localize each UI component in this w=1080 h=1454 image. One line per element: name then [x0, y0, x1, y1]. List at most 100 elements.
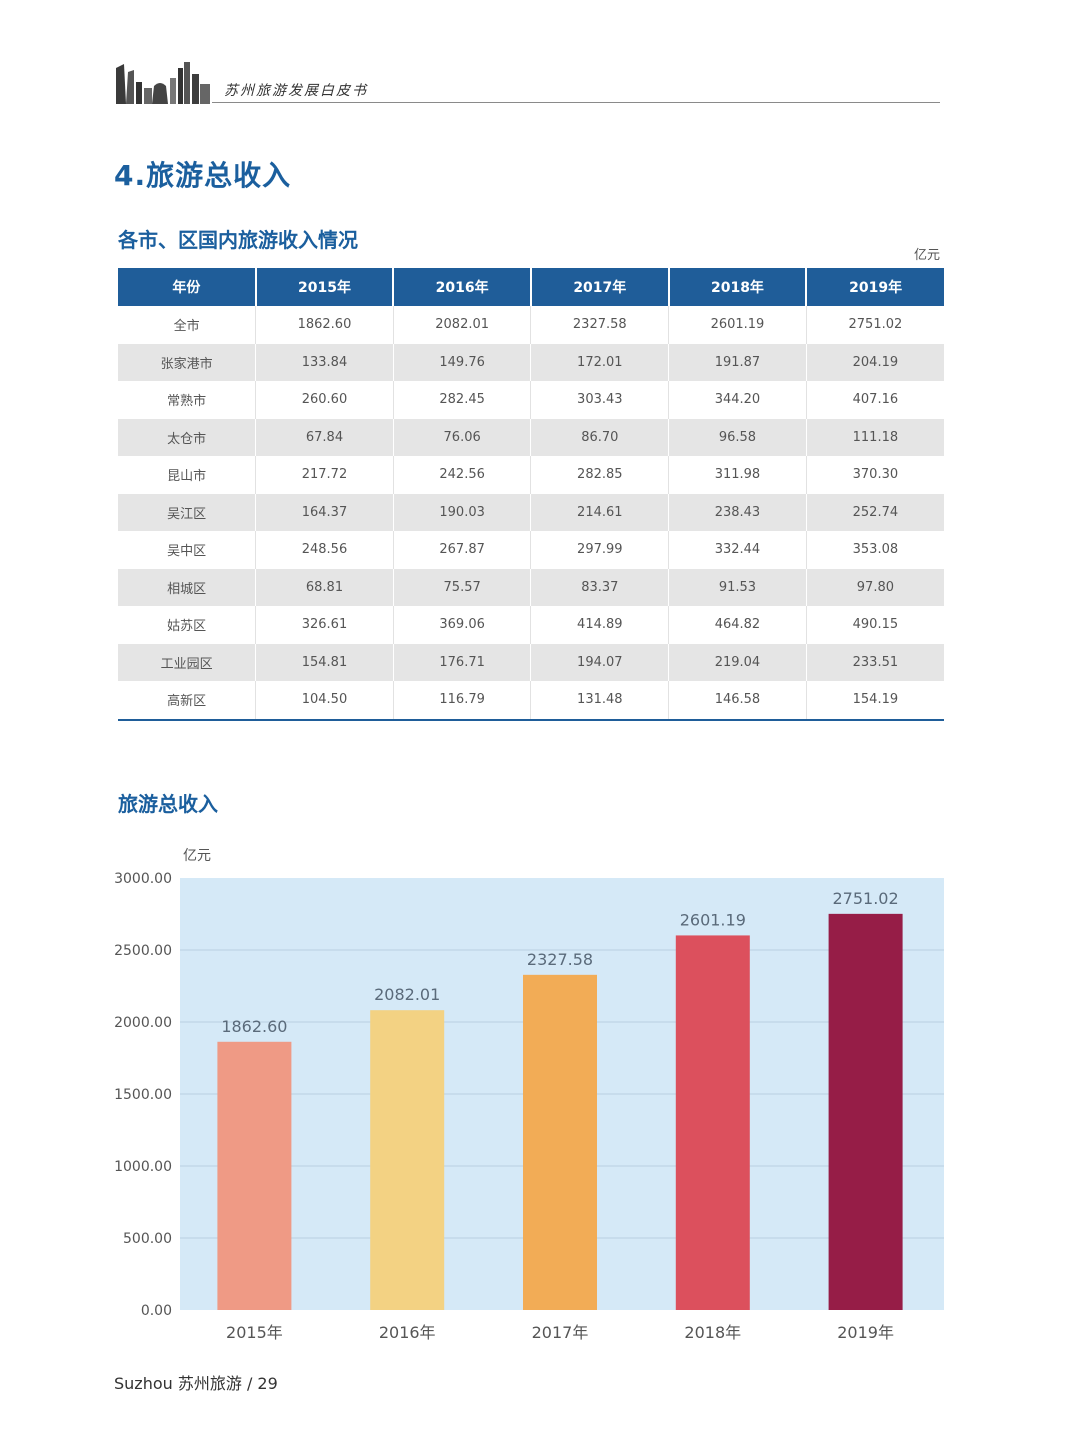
- value-cell: 172.01: [530, 343, 669, 381]
- table-row: 太仓市 67.84 76.06 86.70 96.58 111.18: [118, 418, 944, 456]
- bar-value-label: 2327.58: [527, 950, 593, 969]
- chart-title: 旅游总收入: [118, 792, 218, 816]
- value-cell: 2751.02: [805, 306, 944, 344]
- page-header: 苏州旅游发展白皮书: [114, 58, 940, 106]
- region-cell: 吴江区: [118, 493, 256, 531]
- x-tick-label: 2016年: [379, 1323, 436, 1342]
- value-cell: 86.70: [530, 418, 669, 456]
- value-cell: 282.45: [392, 381, 531, 419]
- column-header: 2019年: [805, 268, 944, 306]
- table-row: 姑苏区 326.61 369.06 414.89 464.82 490.15: [118, 606, 944, 644]
- value-cell: 311.98: [668, 456, 807, 494]
- x-tick-label: 2017年: [532, 1323, 589, 1342]
- y-tick-label: 1000.00: [114, 1159, 172, 1175]
- value-cell: 2601.19: [668, 306, 807, 344]
- column-header: 年份: [118, 268, 256, 306]
- value-cell: 76.06: [392, 418, 531, 456]
- table-row: 常熟市 260.60 282.45 303.43 344.20 407.16: [118, 381, 944, 419]
- y-tick-label: 2000.00: [114, 1015, 172, 1031]
- value-cell: 104.50: [255, 681, 394, 720]
- value-cell: 68.81: [255, 568, 394, 606]
- x-tick-label: 2019年: [837, 1323, 894, 1342]
- table-row: 吴江区 164.37 190.03 214.61 238.43 252.74: [118, 493, 944, 531]
- value-cell: 97.80: [805, 568, 944, 606]
- value-cell: 407.16: [805, 381, 944, 419]
- y-tick-label: 500.00: [123, 1231, 172, 1247]
- bar: [828, 913, 903, 1310]
- value-cell: 191.87: [668, 343, 807, 381]
- value-cell: 154.19: [805, 681, 944, 720]
- value-cell: 111.18: [805, 418, 944, 456]
- value-cell: 133.84: [255, 343, 394, 381]
- value-cell: 2082.01: [392, 306, 531, 344]
- table-row: 相城区 68.81 75.57 83.37 91.53 97.80: [118, 568, 944, 606]
- value-cell: 369.06: [392, 606, 531, 644]
- value-cell: 146.58: [668, 681, 807, 720]
- region-cell: 太仓市: [118, 418, 256, 456]
- value-cell: 2327.58: [530, 306, 669, 344]
- value-cell: 233.51: [805, 643, 944, 681]
- value-cell: 248.56: [255, 531, 394, 569]
- value-cell: 204.19: [805, 343, 944, 381]
- table-row: 全市 1862.60 2082.01 2327.58 2601.19 2751.02: [118, 306, 944, 344]
- table-unit: 亿元: [914, 248, 941, 263]
- value-cell: 370.30: [805, 456, 944, 494]
- value-cell: 96.58: [668, 418, 807, 456]
- region-cell: 工业园区: [118, 643, 256, 681]
- value-cell: 164.37: [255, 493, 394, 531]
- region-cell: 张家港市: [118, 343, 256, 381]
- table-row: 高新区 104.50 116.79 131.48 146.58 154.19: [118, 681, 944, 720]
- skyline-logo: [116, 62, 210, 104]
- value-cell: 219.04: [668, 643, 807, 681]
- table-row: 工业园区 154.81 176.71 194.07 219.04 233.51: [118, 643, 944, 681]
- value-cell: 194.07: [530, 643, 669, 681]
- value-cell: 190.03: [392, 493, 531, 531]
- table-row: 昆山市 217.72 242.56 282.85 311.98 370.30: [118, 456, 944, 494]
- value-cell: 176.71: [392, 643, 531, 681]
- region-cell: 姑苏区: [118, 606, 256, 644]
- header-divider: [212, 102, 940, 103]
- revenue-bar-chart: 亿元 0.00 500.00 1000.00 1500.00 2000.00 2500.00…: [114, 848, 944, 1342]
- region-cell: 吴中区: [118, 531, 256, 569]
- column-header: 2016年: [392, 268, 531, 306]
- table-header-row: 年份 2015年 2016年 2017年 2018年 2019年: [118, 268, 944, 306]
- y-tick-label: 2500.00: [114, 943, 172, 959]
- value-cell: 267.87: [392, 531, 531, 569]
- section-title: 4.旅游总收入: [114, 159, 292, 192]
- value-cell: 297.99: [530, 531, 669, 569]
- region-cell: 常熟市: [118, 381, 256, 419]
- bar-value-label: 2082.01: [374, 985, 440, 1004]
- value-cell: 75.57: [392, 568, 531, 606]
- value-cell: 464.82: [668, 606, 807, 644]
- value-cell: 91.53: [668, 568, 807, 606]
- value-cell: 252.74: [805, 493, 944, 531]
- y-tick-label: 1500.00: [114, 1087, 172, 1103]
- x-tick-label: 2015年: [226, 1323, 283, 1342]
- value-cell: 326.61: [255, 606, 394, 644]
- page-footer: Suzhou 苏州旅游 / 29: [114, 1374, 278, 1393]
- bar-value-label: 2601.19: [680, 910, 746, 929]
- bar: [370, 1010, 445, 1310]
- y-tick-label: 0.00: [141, 1303, 172, 1319]
- column-header: 2015年: [254, 268, 394, 306]
- column-header: 2017年: [529, 268, 669, 306]
- bar: [675, 935, 750, 1310]
- value-cell: 83.37: [530, 568, 669, 606]
- y-tick-label: 3000.00: [114, 871, 172, 887]
- region-cell: 昆山市: [118, 456, 256, 494]
- value-cell: 131.48: [530, 681, 669, 720]
- header-title: 苏州旅游发展白皮书: [224, 83, 368, 99]
- y-axis-unit-label: 亿元: [183, 848, 211, 864]
- value-cell: 490.15: [805, 606, 944, 644]
- value-cell: 238.43: [668, 493, 807, 531]
- value-cell: 217.72: [255, 456, 394, 494]
- value-cell: 116.79: [392, 681, 531, 720]
- table-row: 吴中区 248.56 267.87 297.99 332.44 353.08: [118, 531, 944, 569]
- value-cell: 67.84: [255, 418, 394, 456]
- bar-value-label: 2751.02: [833, 889, 899, 908]
- value-cell: 353.08: [805, 531, 944, 569]
- region-cell: 相城区: [118, 568, 256, 606]
- x-tick-label: 2018年: [684, 1323, 741, 1342]
- value-cell: 282.85: [530, 456, 669, 494]
- value-cell: 154.81: [255, 643, 394, 681]
